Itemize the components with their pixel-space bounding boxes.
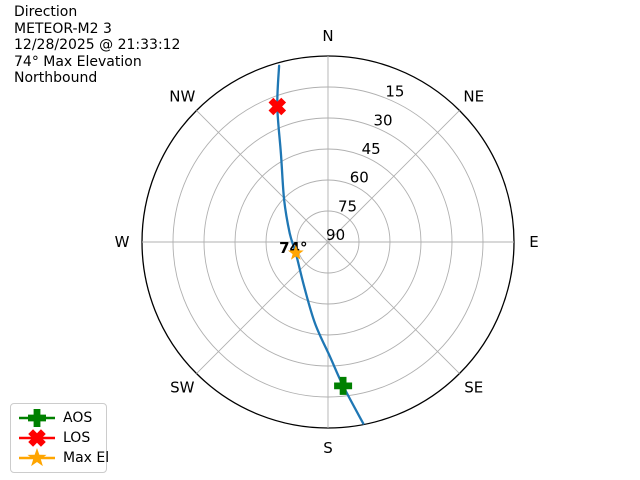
pass-info-block: Direction METEOR-M2 3 12/28/2025 @ 21:33… bbox=[14, 4, 180, 87]
aos-legend-marker-icon bbox=[19, 409, 55, 427]
compass-label-se: SE bbox=[464, 379, 483, 397]
compass-label-nw: NW bbox=[169, 87, 195, 105]
legend-label-aos: AOS bbox=[63, 410, 93, 426]
max-el-legend-marker-icon bbox=[19, 448, 55, 467]
legend-label-maxel: Max El bbox=[63, 450, 110, 466]
compass-label-s: S bbox=[323, 439, 333, 457]
elevation-tick-label: 45 bbox=[362, 140, 381, 158]
compass-label-n: N bbox=[322, 27, 333, 45]
elevation-tick-label: 90 bbox=[326, 226, 345, 244]
legend-item-aos: AOS bbox=[17, 408, 106, 428]
azimuth-spoke bbox=[327, 110, 460, 243]
legend: AOS LOS Max El bbox=[10, 403, 110, 473]
legend-item-los: LOS bbox=[17, 428, 106, 448]
compass-label-sw: SW bbox=[170, 379, 195, 397]
aos-marker bbox=[334, 376, 353, 395]
aos-legend-glyph bbox=[28, 409, 46, 427]
elevation-tick-label: 15 bbox=[385, 83, 404, 101]
azimuth-spoke bbox=[196, 110, 329, 243]
elevation-tick-label: 60 bbox=[350, 169, 369, 187]
chart-title: Direction bbox=[14, 4, 78, 20]
legend-item-maxel: Max El bbox=[17, 448, 110, 468]
max-el-marker bbox=[287, 244, 304, 260]
compass-label-ne: NE bbox=[463, 87, 484, 105]
legend-label-los: LOS bbox=[63, 430, 91, 446]
satellite-name: METEOR-M2 3 bbox=[14, 20, 112, 37]
elevation-tick-label: 30 bbox=[373, 111, 392, 129]
compass-label-w: W bbox=[115, 233, 130, 251]
compass-label-e: E bbox=[529, 233, 538, 251]
max-elevation-text: 74° Max Elevation bbox=[14, 53, 142, 70]
los-marker bbox=[268, 97, 287, 116]
los-legend-marker-icon bbox=[19, 429, 55, 447]
azimuth-spoke bbox=[327, 241, 460, 374]
pass-heading: Northbound bbox=[14, 70, 98, 86]
azimuth-spoke bbox=[196, 241, 329, 374]
pass-timestamp: 12/28/2025 @ 21:33:12 bbox=[14, 37, 181, 53]
elevation-tick-label: 75 bbox=[338, 197, 357, 215]
los-legend-glyph bbox=[28, 429, 46, 447]
max-el-legend-glyph bbox=[27, 448, 47, 467]
